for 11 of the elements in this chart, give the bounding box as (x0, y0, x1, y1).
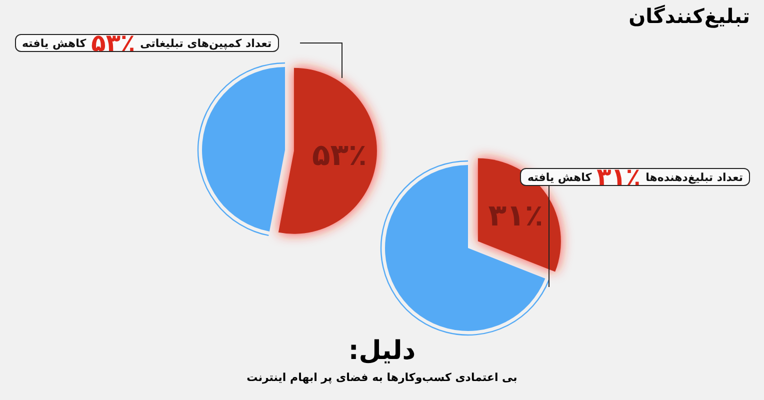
text: کاهش یافته (22, 36, 86, 50)
text: تعداد کمپین‌های تبلیغاتی (140, 36, 272, 50)
data-label: ۳۱٪ (596, 163, 641, 191)
text: تبلیغ‌کنندگان (628, 4, 750, 28)
text: ۳۱٪ (488, 198, 544, 234)
text: دلیل: (347, 336, 417, 366)
text: کاهش یافته (527, 170, 592, 184)
data-label: ۵۳٪ (312, 138, 367, 174)
text: تعداد تبلیغ‌دهنده‌ها (646, 170, 743, 184)
text: بی اعتمادی کسب‌وکارها به فضای پر ابهام اینترنت (246, 371, 518, 384)
text: ۵۳٪ (91, 29, 136, 57)
